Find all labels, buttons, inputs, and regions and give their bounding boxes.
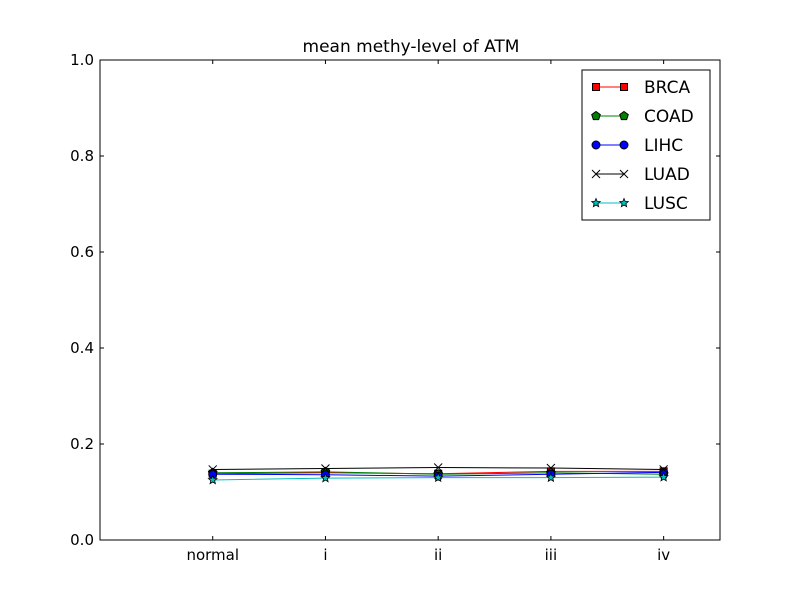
x-tick-label: iv: [657, 546, 670, 564]
axis-ticks: normal i ii iii iv0.00.20.40.60.81.0: [70, 51, 720, 564]
legend-marker-brca: [592, 83, 600, 91]
data-point-lusc: [658, 471, 669, 482]
data-point-luad: [659, 465, 668, 474]
x-tick-label: iii: [545, 546, 558, 564]
y-tick-label: 1.0: [70, 51, 94, 69]
data-point-lusc: [207, 474, 219, 485]
data-point-luad: [208, 465, 218, 474]
legend-label-lusc: LUSC: [644, 194, 688, 214]
legend-marker-lihc: [619, 140, 629, 150]
data-point-lusc: [545, 472, 557, 483]
legend-item-lihc: LIHC: [591, 136, 683, 156]
y-tick-label: 0.0: [70, 531, 94, 549]
legend-label-lihc: LIHC: [644, 136, 683, 156]
legend-marker-luad: [591, 169, 601, 179]
plot-frame: [99, 59, 721, 541]
legend-marker-luad: [619, 169, 629, 179]
legend-item-coad: COAD: [591, 107, 694, 127]
legend-label-luad: LUAD: [644, 165, 690, 185]
legend-marker-brca: [620, 83, 628, 91]
legend-marker-lusc: [618, 197, 630, 208]
x-tick-label: normal: [186, 546, 239, 564]
legend: BRCA COAD LIHC LUAD LUSC: [581, 69, 711, 221]
data-point-luad: [321, 464, 330, 473]
y-tick-label: 0.2: [70, 435, 94, 453]
legend-marker-coad: [619, 110, 629, 121]
data-point-lusc: [320, 472, 331, 483]
series-luad: [208, 463, 668, 474]
series-lusc: [207, 471, 669, 485]
chart-title: mean methy-level of ATM: [303, 37, 520, 57]
data-point-lusc: [432, 472, 444, 483]
series-lines: [207, 463, 669, 485]
y-tick-label: 0.6: [70, 243, 94, 261]
legend-marker-lihc: [591, 140, 601, 150]
x-tick-label: i: [323, 546, 327, 564]
legend-item-luad: LUAD: [591, 165, 690, 185]
data-point-luad: [433, 463, 443, 472]
legend-marker-lusc: [590, 197, 602, 208]
y-tick-label: 0.8: [70, 147, 94, 165]
data-point-luad: [546, 463, 556, 473]
legend-label-brca: BRCA: [644, 78, 690, 98]
legend-marker-coad: [591, 110, 601, 121]
legend-item-brca: BRCA: [592, 78, 690, 98]
legend-label-coad: COAD: [644, 107, 694, 127]
y-tick-label: 0.4: [70, 339, 94, 357]
legend-item-lusc: LUSC: [590, 194, 688, 214]
x-tick-label: ii: [434, 546, 442, 564]
